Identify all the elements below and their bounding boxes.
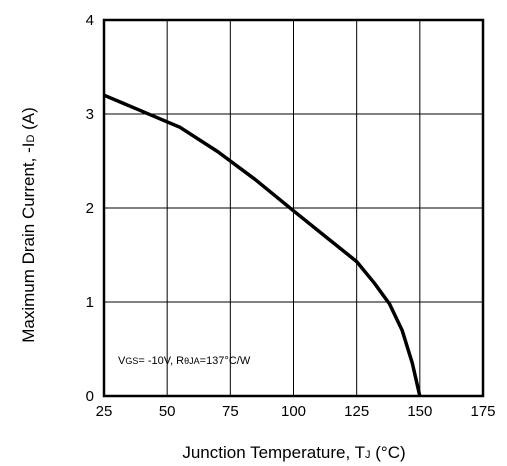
data-series bbox=[103, 93, 422, 397]
y-tick-label: 4 bbox=[86, 12, 94, 29]
x-axis-title: Junction Temperature, TJ (°C) bbox=[182, 443, 405, 462]
y-tick-label: 3 bbox=[86, 106, 94, 123]
x-tick-label: 75 bbox=[222, 403, 239, 420]
y-tick-label: 2 bbox=[86, 200, 94, 217]
annot-r-val: =137°C/W bbox=[200, 355, 251, 367]
x-tick-label: 125 bbox=[344, 403, 369, 420]
x-tick-label: 25 bbox=[96, 403, 113, 420]
annot-v: V bbox=[118, 355, 126, 367]
grid-lines bbox=[104, 20, 483, 396]
conditions-annotation: VGS= -10V, RθJA=137°C/W bbox=[118, 355, 251, 367]
annot-v-sub: GS bbox=[125, 356, 138, 366]
annot-r-sub: θJA bbox=[184, 356, 200, 366]
y-axis-title-sub: D bbox=[25, 135, 37, 143]
x-tick-label: 50 bbox=[159, 403, 176, 420]
y-tick-label: 0 bbox=[86, 388, 94, 405]
x-tick-label: 175 bbox=[470, 403, 495, 420]
x-tick-label: 100 bbox=[281, 403, 306, 420]
annot-v-val: = -10V, R bbox=[138, 355, 184, 367]
x-axis-title-main: Junction Temperature, T bbox=[182, 443, 365, 462]
y-tick-label: 1 bbox=[86, 294, 94, 311]
x-axis-title-sub: J bbox=[365, 449, 371, 461]
tick-labels: 25 50 75 100 125 150 175 0 1 2 3 4 bbox=[86, 12, 496, 420]
y-axis-title-unit: (A) bbox=[19, 107, 38, 134]
x-tick-label: 150 bbox=[407, 403, 432, 420]
plot-frame bbox=[102, 18, 485, 398]
y-axis-title: Maximum Drain Current, -ID (A) bbox=[19, 107, 38, 343]
y-axis-title-main: Maximum Drain Current, -I bbox=[19, 143, 38, 343]
series-line bbox=[103, 93, 422, 397]
x-axis-title-unit: (°C) bbox=[371, 443, 406, 462]
